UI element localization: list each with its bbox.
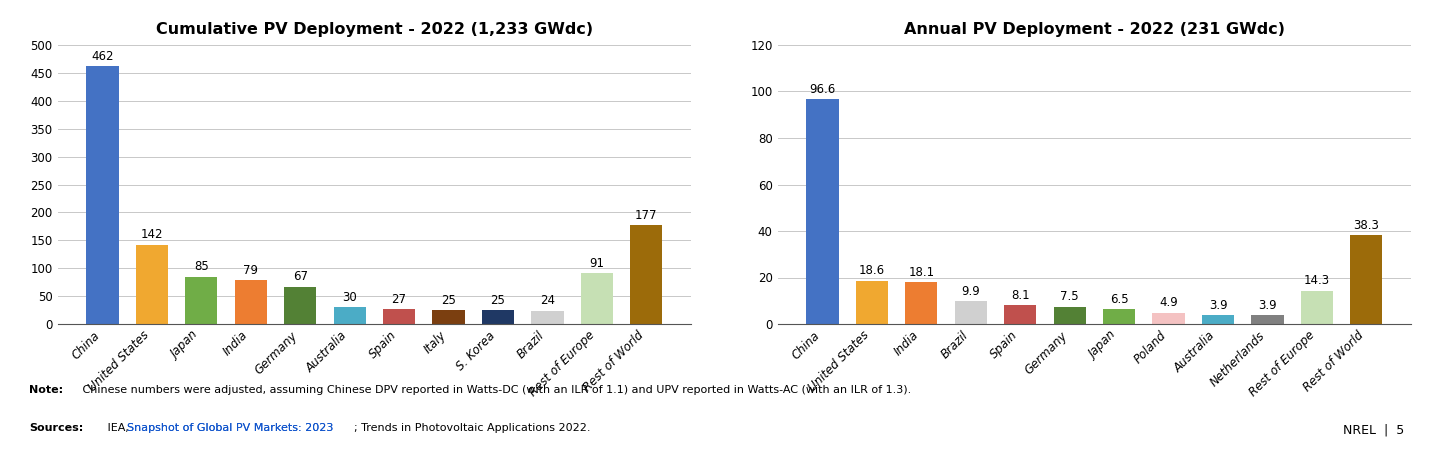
Text: 38.3: 38.3 xyxy=(1354,219,1380,232)
Text: 9.9: 9.9 xyxy=(962,285,981,297)
Text: NREL  |  5: NREL | 5 xyxy=(1342,423,1404,436)
Bar xyxy=(1103,309,1135,324)
Text: 25: 25 xyxy=(491,294,505,307)
Bar xyxy=(432,310,465,324)
Text: Note:: Note: xyxy=(29,385,63,395)
Bar xyxy=(135,245,168,324)
Text: Sources:: Sources: xyxy=(29,423,84,433)
Text: Snapshot of Global PV Markets: 2023: Snapshot of Global PV Markets: 2023 xyxy=(127,423,333,433)
Text: 30: 30 xyxy=(343,291,357,304)
Title: Cumulative PV Deployment - 2022 (1,233 GWdc): Cumulative PV Deployment - 2022 (1,233 G… xyxy=(156,22,593,37)
Text: 24: 24 xyxy=(540,294,554,307)
Bar xyxy=(1054,306,1086,324)
Text: Chinese numbers were adjusted, assuming Chinese DPV reported in Watts-DC (with a: Chinese numbers were adjusted, assuming … xyxy=(79,385,912,395)
Bar xyxy=(482,310,514,324)
Bar xyxy=(86,66,118,324)
Text: 25: 25 xyxy=(441,294,456,307)
Text: 462: 462 xyxy=(91,50,114,63)
Text: Snapshot of Global PV Markets: 2023: Snapshot of Global PV Markets: 2023 xyxy=(127,423,333,433)
Text: 177: 177 xyxy=(635,209,658,222)
Title: Annual PV Deployment - 2022 (231 GWdc): Annual PV Deployment - 2022 (231 GWdc) xyxy=(904,22,1284,37)
Bar xyxy=(1004,305,1037,324)
Text: 96.6: 96.6 xyxy=(809,83,835,96)
Text: 4.9: 4.9 xyxy=(1159,296,1178,309)
Text: 6.5: 6.5 xyxy=(1110,292,1129,306)
Bar xyxy=(806,99,838,324)
Bar xyxy=(955,301,986,324)
Bar xyxy=(580,273,613,324)
Bar xyxy=(1351,235,1382,324)
Text: 91: 91 xyxy=(589,257,605,270)
Text: 142: 142 xyxy=(141,229,163,241)
Bar xyxy=(1202,315,1234,324)
Text: ; Trends in Photovoltaic Applications 2022.: ; Trends in Photovoltaic Applications 20… xyxy=(354,423,590,433)
Text: 8.1: 8.1 xyxy=(1011,289,1030,302)
Bar xyxy=(1251,315,1283,324)
Text: 3.9: 3.9 xyxy=(1208,299,1227,311)
Bar xyxy=(531,310,563,324)
Bar xyxy=(1300,291,1333,324)
Text: 3.9: 3.9 xyxy=(1259,299,1277,311)
Text: 67: 67 xyxy=(292,270,308,283)
Text: IEA,: IEA, xyxy=(104,423,132,433)
Bar xyxy=(631,225,662,324)
Bar xyxy=(235,280,266,324)
Text: 85: 85 xyxy=(194,260,209,273)
Text: 79: 79 xyxy=(243,264,258,277)
Text: 18.6: 18.6 xyxy=(858,265,886,277)
Bar xyxy=(383,309,415,324)
Bar xyxy=(186,277,217,324)
Text: 18.1: 18.1 xyxy=(909,266,935,279)
Bar xyxy=(1152,313,1185,324)
Bar xyxy=(906,282,937,324)
Text: 14.3: 14.3 xyxy=(1303,274,1331,288)
Bar xyxy=(334,307,366,324)
Text: 27: 27 xyxy=(392,292,406,306)
Bar xyxy=(284,287,317,324)
Text: 7.5: 7.5 xyxy=(1060,290,1079,303)
Bar xyxy=(855,281,888,324)
